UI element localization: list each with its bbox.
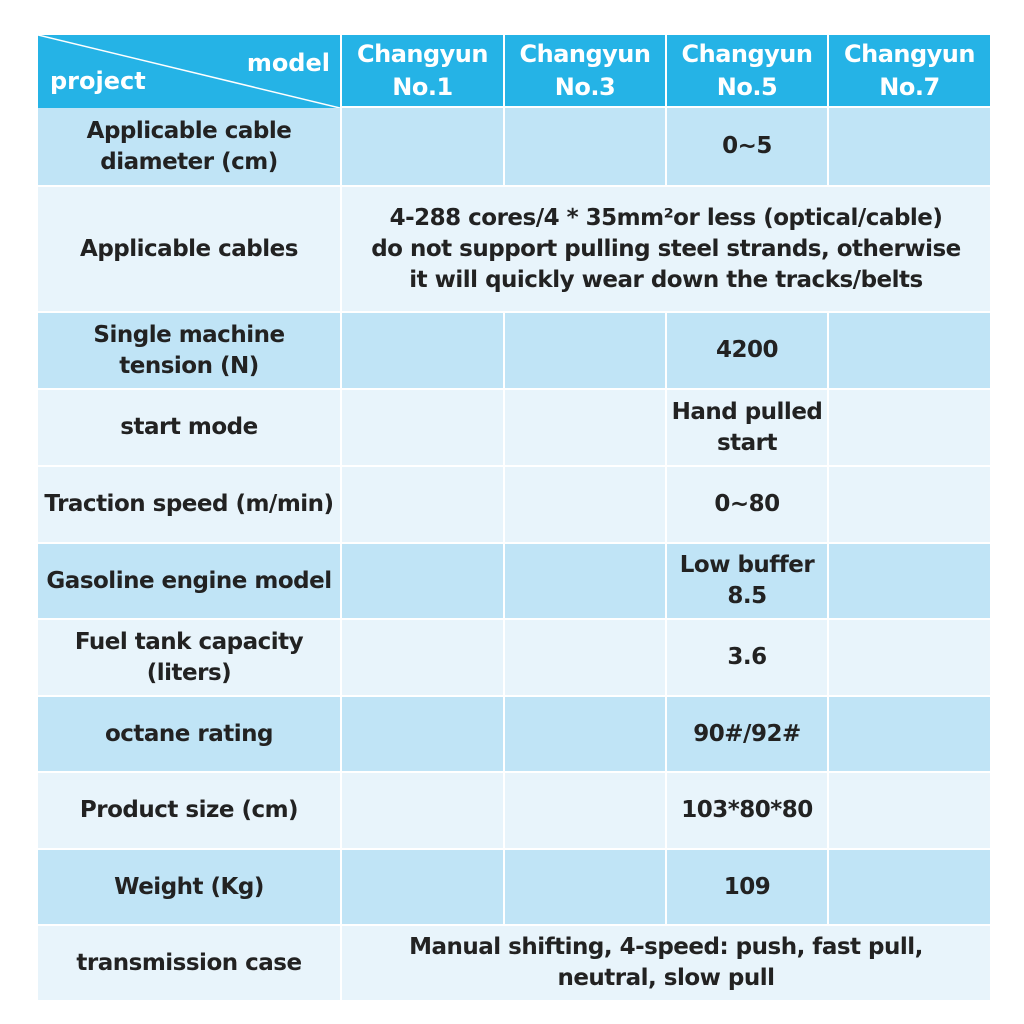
row-label: Weight (Kg) (38, 850, 340, 924)
row-label: Fuel tank capacity (liters) (38, 620, 340, 695)
text-line: No.1 (392, 72, 453, 101)
text-line: 0~5 (722, 133, 772, 159)
value-cell (505, 697, 665, 771)
row-label: octane rating (38, 697, 340, 771)
row-label: Product size (cm) (38, 773, 340, 848)
value-cell (342, 390, 503, 465)
diagonal (38, 35, 340, 108)
text-line: Hand pulled (671, 398, 823, 425)
value-cell: 0~5 (667, 108, 827, 185)
column-header: Changyun No.7 (829, 35, 990, 106)
value-cell (829, 773, 990, 848)
merged-value: Manual shifting, 4-speed: push, fast pul… (342, 926, 990, 1000)
text-line: it will quickly wear down the tracks/bel… (409, 266, 923, 293)
row-label: project (50, 67, 146, 95)
value-cell (505, 313, 665, 388)
value-cell: 103*80*80 (667, 773, 827, 848)
text-line: Applicable cables (80, 235, 298, 262)
value-cell: 109 (667, 850, 827, 924)
value-cell (342, 313, 503, 388)
text-line: Product size (cm) (79, 797, 299, 823)
row-label: Single machine tension (N) (38, 313, 340, 388)
text-line: tension (N) (119, 352, 259, 379)
value-cell (342, 108, 503, 185)
value-cell (342, 544, 503, 618)
value-cell (505, 620, 665, 695)
corner-cell: model project (38, 35, 340, 108)
text-line: 0~80 (714, 491, 780, 517)
value-cell (342, 620, 503, 695)
text-line: Single machine (93, 321, 285, 348)
value-cell: 4200 (667, 313, 827, 388)
value-cell: 90#/92# (667, 697, 827, 771)
value-cell: 0~80 (667, 467, 827, 542)
text-line: Fuel tank capacity (liters) (74, 628, 304, 686)
column-header: Changyun No.3 (505, 35, 665, 106)
row-label: Applicable cable diameter (cm) (38, 108, 340, 185)
text-line: Changyun (681, 39, 813, 68)
value-cell (829, 313, 990, 388)
column-header: Changyun No.5 (667, 35, 827, 106)
value-cell (505, 773, 665, 848)
value-cell: Low buffer 8.5 (667, 544, 827, 618)
value-cell (829, 108, 990, 185)
text-line: 4-288 cores/4 * 35mm²or less (optical/ca… (389, 204, 943, 231)
text-line: No.5 (716, 72, 778, 101)
text-line: neutral, slow pull (557, 965, 775, 991)
text-line: No.7 (879, 72, 940, 101)
value-cell (505, 390, 665, 465)
row-label: Traction speed (m/min) (38, 467, 340, 542)
merged-value: 4-288 cores/4 * 35mm²or less (optical/ca… (342, 187, 990, 311)
text-line: diameter (cm) (100, 148, 278, 175)
text-line: Low buffer (679, 552, 815, 578)
row-label: Gasoline engine model (38, 544, 340, 618)
text-line: transmission case (76, 949, 302, 976)
value-cell (505, 108, 665, 185)
row-label: start mode (38, 390, 340, 465)
text-line: Changyun (519, 39, 651, 68)
text-line: 109 (723, 873, 771, 900)
value-cell: 3.6 (667, 620, 827, 695)
text-line: 90#/92# (693, 720, 801, 747)
value-cell (505, 467, 665, 542)
column-header: Changyun No.1 (342, 35, 503, 106)
text-line: Applicable cable (86, 117, 292, 144)
text-line: Changyun (357, 39, 488, 68)
row-label: Applicable cables (38, 187, 340, 311)
text-line: start mode (120, 414, 258, 440)
text-line: octane rating (104, 720, 274, 747)
value-cell (505, 850, 665, 924)
row-label: transmission case (38, 926, 340, 1000)
text-line: Manual shifting, 4-speed: push, fast pul… (409, 934, 923, 960)
text-line: Gasoline engine model (46, 567, 332, 594)
value-cell (829, 697, 990, 771)
text-line: No.3 (554, 72, 616, 101)
value-cell (829, 850, 990, 924)
text-line: Weight (Kg) (114, 873, 264, 900)
value-cell (829, 467, 990, 542)
value-cell (342, 697, 503, 771)
value-cell: Hand pulled start (667, 390, 827, 465)
text-line: 4200 (715, 337, 779, 363)
text-line: Traction speed (m/min) (44, 491, 334, 517)
value-cell (342, 773, 503, 848)
value-cell (342, 467, 503, 542)
col-label: model (246, 49, 330, 77)
value-cell (342, 850, 503, 924)
text-line: Changyun (844, 39, 975, 68)
value-cell (829, 390, 990, 465)
value-cell (829, 544, 990, 618)
text-line: 8.5 (727, 583, 767, 609)
text-line: do not support pulling steel strands, ot… (371, 235, 961, 262)
text-line: 103*80*80 (681, 797, 813, 823)
text-line: start (716, 429, 778, 456)
value-cell (505, 544, 665, 618)
text-line: 3.6 (727, 644, 767, 670)
value-cell (829, 620, 990, 695)
